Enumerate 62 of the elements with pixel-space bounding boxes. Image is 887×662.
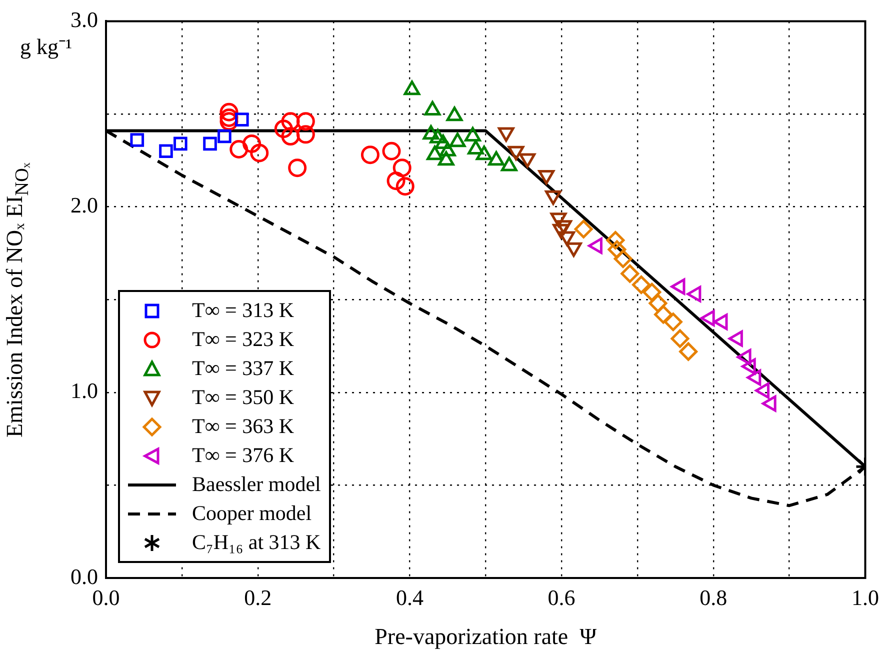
point bbox=[608, 240, 626, 259]
legend-label: T∞ = 376 K bbox=[192, 443, 294, 468]
point bbox=[203, 136, 217, 151]
point bbox=[159, 144, 173, 158]
point bbox=[606, 230, 625, 250]
point bbox=[614, 250, 632, 268]
point bbox=[230, 140, 248, 159]
point bbox=[382, 142, 401, 160]
point bbox=[700, 310, 715, 326]
point bbox=[670, 329, 690, 348]
point bbox=[736, 348, 752, 366]
point bbox=[642, 282, 662, 302]
x-tick-label: 1.0 bbox=[852, 584, 879, 610]
point bbox=[235, 112, 249, 126]
x-tick-label: 0.4 bbox=[396, 584, 424, 610]
legend-label: T∞ = 337 K bbox=[192, 356, 294, 381]
point bbox=[670, 278, 686, 295]
point bbox=[746, 369, 762, 386]
legend-label: Cooper model bbox=[192, 501, 312, 526]
point bbox=[218, 129, 232, 144]
point bbox=[296, 125, 315, 144]
legend-label: T∞ = 363 K bbox=[192, 414, 294, 439]
x-axis-title: Pre-vaporization rate Ψ bbox=[374, 624, 597, 650]
point bbox=[728, 330, 743, 347]
point bbox=[386, 172, 406, 190]
point bbox=[762, 395, 776, 412]
point bbox=[686, 286, 702, 302]
point bbox=[242, 134, 262, 153]
point bbox=[296, 112, 315, 131]
point bbox=[174, 136, 188, 151]
point bbox=[588, 238, 602, 254]
point bbox=[250, 144, 269, 162]
text: g kg⁻¹ bbox=[20, 33, 72, 60]
point bbox=[130, 133, 144, 147]
legend-label: Baessler model bbox=[192, 472, 321, 497]
point bbox=[274, 120, 293, 138]
point bbox=[713, 314, 728, 330]
point bbox=[281, 112, 300, 131]
point bbox=[574, 220, 593, 238]
y-tick-label: 3.0 bbox=[70, 6, 98, 32]
legend-label: C₇H₁₆ at 313 K bbox=[192, 530, 321, 555]
point bbox=[679, 342, 698, 361]
point bbox=[620, 264, 640, 283]
point bbox=[664, 312, 682, 332]
point bbox=[741, 358, 756, 375]
point bbox=[392, 158, 412, 178]
x-tick-label: 0.6 bbox=[548, 584, 576, 610]
point bbox=[654, 305, 673, 324]
point bbox=[632, 276, 651, 294]
legend-label: T∞ = 350 K bbox=[192, 385, 294, 410]
point bbox=[281, 127, 300, 146]
legend-label: T∞ = 323 K bbox=[192, 327, 294, 352]
point bbox=[396, 177, 414, 196]
x-tick-label: 0.2 bbox=[244, 584, 272, 610]
point bbox=[288, 158, 307, 178]
x-tick-label: 0.8 bbox=[700, 584, 728, 610]
y-tick-label: 1.0 bbox=[70, 378, 98, 404]
point bbox=[360, 146, 380, 164]
legend-label: T∞ = 313 K bbox=[192, 298, 294, 323]
point bbox=[755, 382, 770, 399]
y-tick-label: 2.0 bbox=[70, 192, 98, 218]
point bbox=[648, 294, 668, 313]
